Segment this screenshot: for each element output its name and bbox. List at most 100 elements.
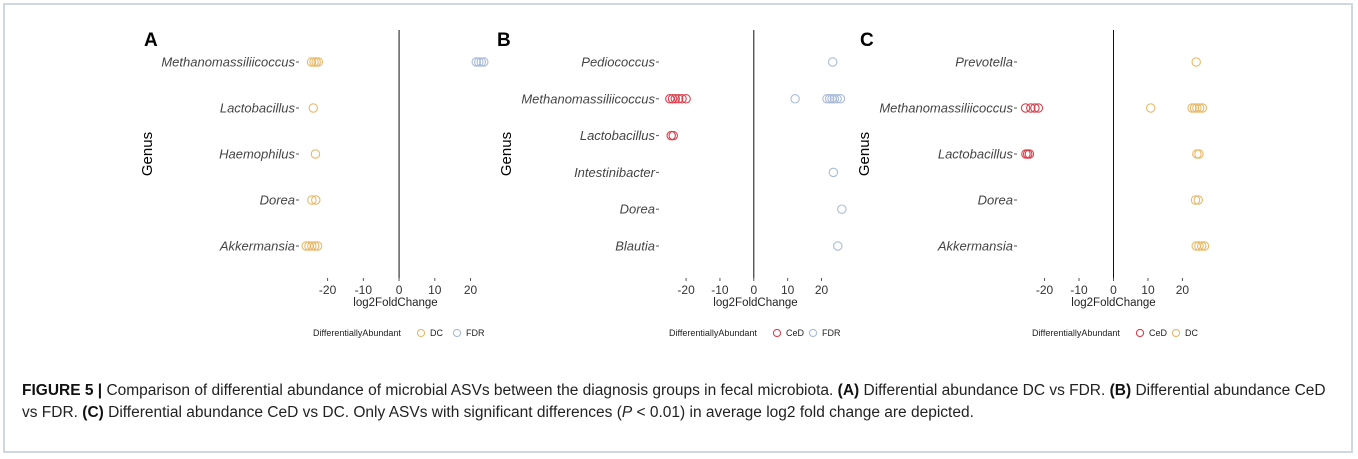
panel-c-genus-label: Akkermansia [937,239,1013,254]
panel-c-point-dc [1192,103,1202,113]
panel-b-point-ced [670,94,681,104]
panel-a-x-tick-label: -10 [355,283,373,297]
panel-a-point-dc [307,241,317,251]
panel-b-genus-label: Intestinibacter [574,165,656,180]
panel-b-point-fdr [828,167,839,178]
panel-b-point-fdr [837,204,847,214]
panel-b-genus-label: Blautia [615,239,655,254]
panel-b-legend-key-fdr [808,328,818,338]
panel-c-point-dc [1192,149,1202,159]
panel-b-x-tick-label: 0 [750,283,757,297]
panel-a-point-dc [309,241,320,251]
panel-a-point-dc [310,149,321,159]
panel-b-point-fdr [832,94,842,104]
panel-b-point-ced [667,94,678,104]
panel-c-x-tick-label: 20 [1176,283,1190,297]
panel-c-point-dc [1199,241,1210,251]
panel-c-genus-label: Prevotella [955,55,1013,70]
panel-a-point-dc [307,195,317,205]
panel-c-point-dc [1145,103,1156,113]
caption-intro: Comparison of differential abundance of … [102,382,838,399]
panel-a-x-tick-label: -20 [319,283,337,297]
panel-a-point-dc [313,57,324,67]
panel-c-genus-label: Dorea [978,193,1013,208]
panel-c-point-ced [1026,103,1036,113]
panel-a-point-fdr [474,57,484,67]
panel-c-legend-key-dc [1171,328,1181,338]
panel-c-x-tick-label: 10 [1141,283,1155,297]
panel-a-y-axis-title: Genus [139,132,156,176]
panel-b-point-ced [673,94,684,104]
panel-c-point-dc [1187,103,1197,113]
caption-p-symbol: P [621,404,633,421]
panel-a-x-tick-label: 20 [464,283,478,297]
panel-c-legend-title: DifferentiallyAbundant [1032,328,1120,338]
panel-b-legend-key-ced [772,328,782,338]
panel-a-point-fdr [471,57,482,67]
panel-c-point-dc [1194,149,1204,159]
panel-c-legend-key-ced [1135,328,1145,338]
panel-b-point-ced [666,130,676,141]
panel-b-genus-label: Pediococcus [581,55,655,70]
figure-caption: FIGURE 5 | Comparison of differential ab… [22,380,1332,424]
panel-a-genus-label: Methanomassiliicoccus [161,55,295,70]
panel-b-legend-title: DifferentiallyAbundant [669,328,757,338]
panel-a-point-dc [311,195,321,205]
panel-c-point-dc [1194,103,1205,113]
panel-b-genus-label: Lactobacillus [580,128,656,143]
panel-c-legend-label-dc: DC [1185,328,1198,338]
panel-a-point-fdr [476,57,487,67]
panel-a-legend-label-dc: DC [430,328,443,338]
panel-a-x-tick-label: 10 [428,283,442,297]
panel-c-point-ced [1024,149,1035,159]
panel-b-point-fdr [822,94,832,104]
panel-a-point-dc [308,103,319,113]
panel-a-genus-label: Dorea [260,193,295,208]
caption-a-tag: (A) [837,382,860,399]
panel-c-letter: C [860,30,874,51]
panel-a-legend-title: DifferentiallyAbundant [313,328,401,338]
panel-b-point-fdr [829,94,840,104]
panel-c-point-ced [1020,103,1031,113]
panel-c-point-dc [1196,241,1207,251]
panel-b-x-tick-label: 10 [781,283,795,297]
panel-a-legend-key-fdr [452,328,462,338]
panel-c-x-tick-label: 0 [1110,283,1117,297]
panel-b-legend-label-ced: CeD [786,328,805,338]
panel-c-genus-label: Methanomassiliicoccus [879,101,1013,116]
panel-b-point-fdr [824,94,835,104]
panel-b-y-axis-title: Genus [498,132,515,176]
panel-c-x-axis-title: log2FoldChange [1071,297,1155,309]
panel-a-x-axis-title: log2FoldChange [353,297,437,309]
panel-c-x-tick-label: -20 [1036,283,1054,297]
panel-b-x-tick-label: 20 [815,283,829,297]
caption-p-text: < 0.01) in average log2 fold change are … [632,404,974,421]
panel-c-y-axis-title: Genus [856,132,873,176]
panel-a-letter: A [144,30,158,51]
caption-c-tag: (C) [82,404,104,421]
panel-c-genus-label: Lactobacillus [938,147,1014,162]
panel-b-legend-label-fdr: FDR [822,328,841,338]
caption-b-text: Differential abundance CeD vs FDR. [22,382,1326,421]
panel-b-point-fdr [835,94,846,104]
panel-a-legend-label-fdr: FDR [466,328,485,338]
panel-b-point-fdr [827,57,838,67]
panel-b-x-tick-label: -20 [677,283,695,297]
panel-c-point-ced [1030,103,1040,113]
panel-c-point-dc [1193,195,1204,205]
panel-b-x-axis-title: log2FoldChange [713,297,797,309]
panel-b-point-fdr [790,94,800,104]
panel-b-x-tick-label: -10 [711,283,729,297]
panel-c-x-tick-label: -10 [1070,283,1088,297]
caption-c-text: Differential abundance CeD vs DC. Only A… [103,404,622,421]
panel-a-point-dc [306,57,317,67]
panel-c-point-dc [1190,195,1201,205]
caption-a-text: Differential abundance DC vs FDR. [859,382,1110,399]
panel-b-genus-label: Methanomassiliicoccus [521,91,655,106]
caption-b-tag: (B) [1109,382,1132,399]
panel-a-genus-label: Akkermansia [219,239,295,254]
panel-b-point-ced [677,94,687,104]
panel-b-genus-label: Dorea [620,202,655,217]
panel-b-point-ced [681,94,691,104]
panel-b-point-ced [668,130,678,141]
